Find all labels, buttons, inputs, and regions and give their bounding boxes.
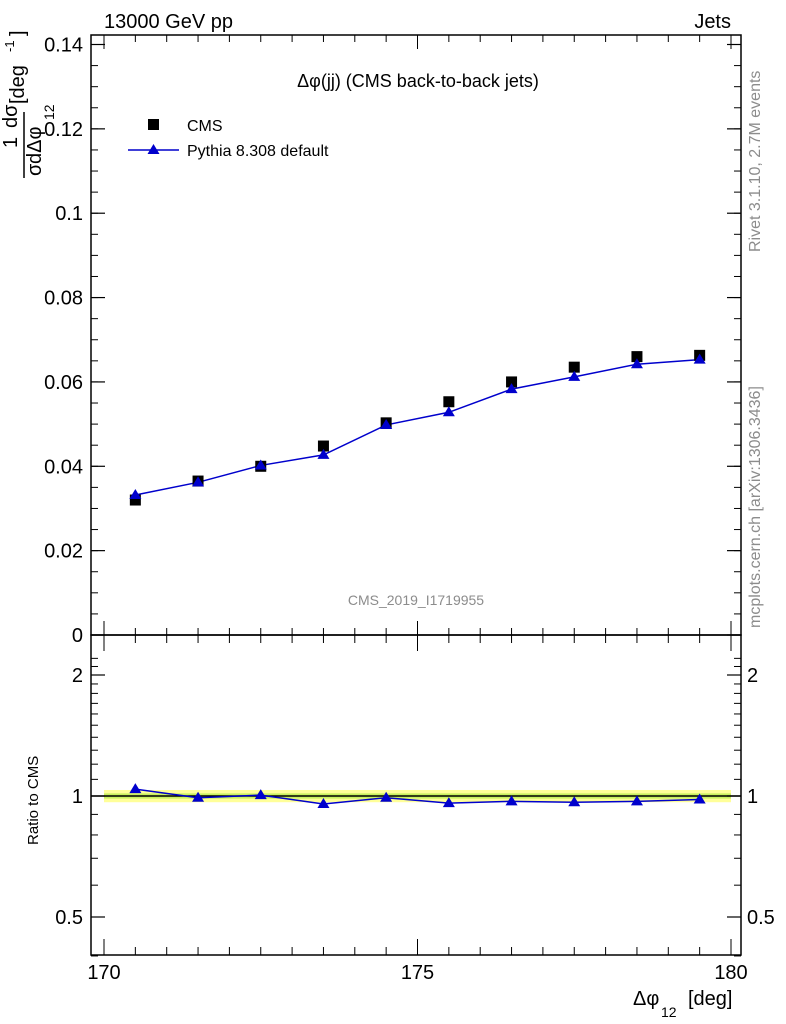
pythia-point <box>380 418 393 429</box>
pythia-line <box>135 358 700 496</box>
pythia-point <box>129 488 142 499</box>
ratio-pythia-line <box>135 788 700 805</box>
ratio-pythia-point <box>693 793 706 804</box>
main-ytick-label: 0.14 <box>44 35 83 57</box>
ratio-plot: 0.5 0.51 12 2 170 175 180 Ratio to CMS Δφ 12 … <box>25 634 775 1020</box>
legend-label-pythia: Pythia 8.308 default <box>187 143 329 160</box>
cms-point <box>631 351 643 363</box>
ratio-pythia-point <box>380 791 393 802</box>
ratio-pythia-point <box>568 796 581 807</box>
main-ytick-label: 0 <box>72 625 83 647</box>
legend-entry-pythia: Pythia 8.308 default <box>128 143 329 160</box>
legend-square-marker <box>148 119 159 130</box>
ratio-ytick-label: 2 <box>72 665 83 687</box>
main-plot: 0 0.02 0.04 0.06 0.08 0.1 0.12 0.14 Δφ(jj) (CMS… <box>0 30 742 647</box>
ratio-ytick-label-right: 2 <box>747 665 758 687</box>
cms-point <box>129 494 141 506</box>
pythia-point <box>192 476 205 487</box>
main-ytick-label: 0.02 <box>44 541 83 563</box>
main-y-axis-label: 1 dσ σ dΔφ 12 [deg -1 ] <box>0 30 57 178</box>
pythia-point <box>505 383 518 394</box>
ylabel-unit-close: ] <box>7 30 29 36</box>
ratio-pythia-point <box>442 797 455 808</box>
ratio-ytick-label-right: 1 <box>747 786 758 808</box>
main-ytick-label: 0.06 <box>44 372 83 394</box>
legend-triangle-marker <box>147 144 160 154</box>
legend-entry-cms: CMS <box>148 118 223 135</box>
x-axis-label: Δφ 12 [deg] <box>633 988 732 1020</box>
ratio-ytick-label: 1 <box>72 786 83 808</box>
cms-point <box>506 376 518 388</box>
mcplots-label: mcplots.cern.ch [arXiv:1306.3436] <box>747 386 764 628</box>
ratio-pythia-point <box>630 795 643 806</box>
main-ytick-label: 0.08 <box>44 288 83 310</box>
header-process-label: Jets <box>694 11 731 33</box>
ylabel-denominator-sigma: σ <box>24 163 46 176</box>
ratio-pythia-point <box>254 789 267 800</box>
cms-point <box>568 361 580 373</box>
ratio-plot-frame <box>90 634 742 956</box>
header-energy-label: 13000 GeV pp <box>104 11 233 33</box>
pythia-point <box>254 459 267 470</box>
plot-title: Δφ(jj) (CMS back-to-back jets) <box>297 71 539 91</box>
legend-label-cms: CMS <box>187 118 223 135</box>
pythia-point <box>630 358 643 369</box>
ylabel-prefix: 1 <box>0 137 22 148</box>
main-ytick-label: 0.12 <box>44 119 83 141</box>
rivet-version-label: Rivet 3.1.10, 2.7M events <box>747 71 764 252</box>
cms-point <box>443 396 455 408</box>
ylabel-denominator-dphi: dΔφ <box>24 127 46 164</box>
ratio-xtick-label: 170 <box>87 962 120 984</box>
ratio-xtick-label: 180 <box>714 962 747 984</box>
pythia-point <box>317 448 330 459</box>
ylabel-numerator: dσ <box>0 104 22 128</box>
pythia-point <box>693 353 706 364</box>
ylabel-denominator-subscript: 12 <box>41 104 57 120</box>
xlabel-main: Δφ <box>633 988 659 1010</box>
main-ytick-label: 0.04 <box>44 456 83 478</box>
pythia-point <box>568 370 581 381</box>
ylabel-unit: [deg <box>7 65 29 104</box>
ratio-ytick-label: 0.5 <box>55 907 83 929</box>
pythia-point <box>442 406 455 417</box>
ratio-y-axis-label: Ratio to CMS <box>25 756 42 845</box>
cms-point <box>317 440 329 452</box>
ylabel-unit-superscript: -1 <box>2 40 17 52</box>
ratio-pythia-point <box>192 791 205 802</box>
ratio-pythia-point <box>505 795 518 806</box>
legend: CMS Pythia 8.308 default <box>128 118 329 160</box>
ratio-xtick-label: 175 <box>401 962 434 984</box>
ratio-pythia-point <box>317 798 330 809</box>
xlabel-unit: [deg] <box>688 988 732 1010</box>
ratio-pythia-point <box>129 783 142 794</box>
analysis-watermark: CMS_2019_I1719955 <box>348 592 484 608</box>
main-ytick-label: 0.1 <box>55 203 83 225</box>
ratio-ytick-label-right: 0.5 <box>747 907 775 929</box>
xlabel-subscript: 12 <box>661 1004 677 1020</box>
